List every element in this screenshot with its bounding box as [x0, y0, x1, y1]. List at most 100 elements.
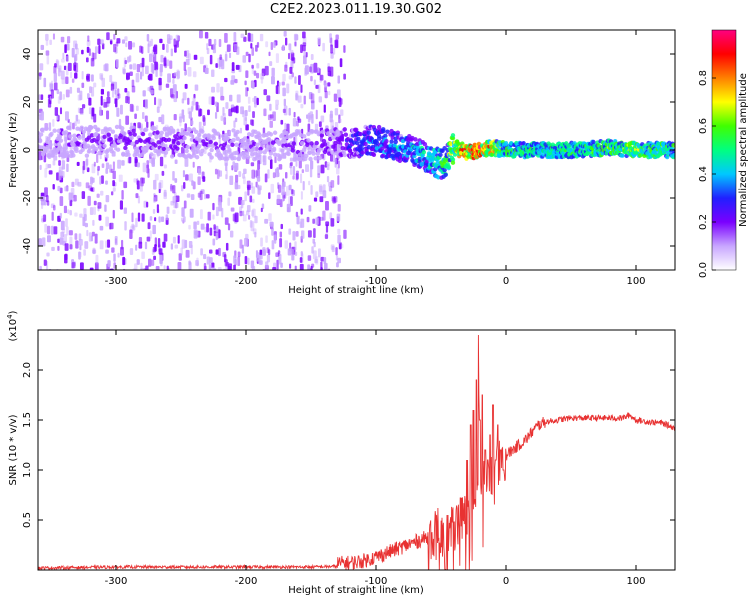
heatmap-noise-cell — [159, 38, 163, 44]
heatmap-noise-cell — [96, 153, 99, 163]
heatmap-noise-cell — [79, 109, 84, 115]
heatmap-noise-cell — [154, 173, 159, 181]
heatmap-noise-cell — [219, 54, 222, 60]
heatmap-noise-cell — [317, 37, 321, 46]
heatmap-ridge-cell — [232, 156, 237, 161]
heatmap-noise-cell — [247, 257, 250, 265]
heatmap-noise-cell — [209, 227, 213, 236]
heatmap-noise-cell — [330, 37, 333, 47]
heatmap-noise-cell — [199, 108, 203, 117]
heatmap-ridge-cell — [73, 137, 78, 143]
heatmap-noise-cell — [174, 159, 178, 164]
heatmap-noise-cell — [193, 54, 198, 60]
heatmap-noise-cell — [115, 98, 118, 108]
heatmap-noise-cell — [312, 250, 317, 260]
heatmap-noise-cell — [172, 196, 177, 204]
heatmap-noise-cell — [139, 183, 143, 192]
heatmap-ridge-cell — [188, 132, 194, 137]
heatmap-noise-cell — [288, 107, 291, 116]
heatmap-noise-cell — [306, 114, 309, 119]
heatmap-noise-cell — [149, 155, 152, 164]
heatmap-noise-cell — [105, 168, 109, 174]
heatmap-noise-cell — [291, 255, 295, 261]
heatmap-noise-cell — [315, 217, 319, 225]
heatmap-noise-cell — [336, 262, 339, 268]
heatmap-noise-cell — [38, 238, 42, 246]
heatmap-noise-cell — [262, 155, 267, 166]
heatmap-noise-cell — [263, 108, 267, 117]
heatmap-ridge-cell — [392, 143, 397, 148]
heatmap-noise-cell — [46, 200, 50, 206]
heatmap-noise-cell — [142, 162, 146, 173]
heatmap-noise-cell — [254, 231, 257, 238]
heatmap-noise-cell — [152, 224, 156, 235]
heatmap-ridge-cell — [290, 145, 295, 150]
heatmap-ridge-cell — [371, 152, 377, 157]
heatmap-noise-cell — [63, 65, 67, 71]
heatmap-noise-cell — [106, 239, 111, 248]
heatmap-noise-cell — [256, 252, 260, 262]
heatmap-noise-cell — [340, 109, 344, 116]
heatmap-noise-cell — [195, 260, 199, 266]
heatmap-noise-cell — [60, 70, 65, 80]
heatmap-noise-cell — [246, 204, 251, 213]
heatmap-noise-cell — [47, 235, 51, 243]
heatmap-noise-cell — [98, 44, 101, 54]
heatmap-noise-cell — [158, 116, 162, 123]
heatmap-noise-cell — [319, 196, 324, 203]
heatmap-noise-cell — [280, 223, 284, 230]
heatmap-noise-cell — [197, 168, 202, 175]
heatmap-noise-cell — [329, 33, 332, 43]
heatmap-noise-cell — [69, 199, 73, 207]
heatmap-noise-cell — [326, 176, 330, 183]
heatmap-noise-cell — [59, 107, 63, 115]
heatmap-noise-cell — [299, 263, 304, 270]
heatmap-noise-cell — [113, 262, 116, 269]
heatmap-noise-cell — [284, 240, 289, 249]
x-tick-label: 0 — [503, 276, 509, 287]
heatmap-noise-cell — [233, 255, 237, 264]
heatmap-ridge-cell — [421, 149, 427, 155]
heatmap-noise-cell — [110, 168, 114, 173]
heatmap-noise-cell — [96, 193, 100, 198]
heatmap-ridge-cell — [286, 151, 291, 157]
heatmap-noise-cell — [99, 225, 104, 231]
heatmap-noise-cell — [329, 110, 333, 119]
heatmap-noise-cell — [276, 182, 280, 189]
heatmap-noise-cell — [245, 51, 249, 56]
heatmap-noise-cell — [293, 33, 298, 41]
heatmap-noise-cell — [42, 237, 46, 247]
heatmap-ridge-cell — [503, 141, 509, 146]
heatmap-ridge-cell — [67, 125, 72, 130]
x-tick-label: -100 — [365, 276, 388, 287]
heatmap-noise-cell — [59, 212, 63, 219]
heatmap-noise-cell — [325, 201, 329, 211]
heatmap-noise-cell — [68, 192, 72, 201]
heatmap-noise-cell — [109, 40, 113, 45]
heatmap-noise-cell — [270, 183, 275, 194]
heatmap-noise-cell — [327, 70, 332, 77]
heatmap-noise-cell — [251, 209, 254, 217]
heatmap-noise-cell — [172, 170, 175, 181]
heatmap-noise-cell — [84, 160, 88, 170]
heatmap-noise-cell — [49, 82, 53, 88]
heatmap-noise-cell — [56, 172, 60, 181]
heatmap-noise-cell — [119, 200, 124, 210]
heatmap-noise-cell — [104, 204, 107, 212]
heatmap-noise-cell — [197, 192, 201, 198]
heatmap-noise-cell — [207, 211, 212, 221]
heatmap-noise-cell — [247, 184, 251, 191]
snr-y-multiplier-close: ) — [8, 310, 19, 314]
heatmap-ridge-cell — [322, 142, 328, 147]
heatmap-noise-cell — [152, 246, 156, 253]
heatmap-noise-cell — [158, 189, 161, 194]
heatmap-noise-cell — [290, 52, 295, 61]
heatmap-noise-cell — [53, 226, 58, 235]
heatmap-noise-cell — [74, 121, 77, 127]
heatmap-ridge-cell — [101, 138, 106, 143]
heatmap-noise-cell — [312, 218, 316, 224]
heatmap-noise-cell — [310, 63, 314, 74]
heatmap-noise-cell — [314, 258, 318, 264]
heatmap-noise-cell — [337, 234, 341, 244]
heatmap-noise-cell — [123, 207, 127, 214]
